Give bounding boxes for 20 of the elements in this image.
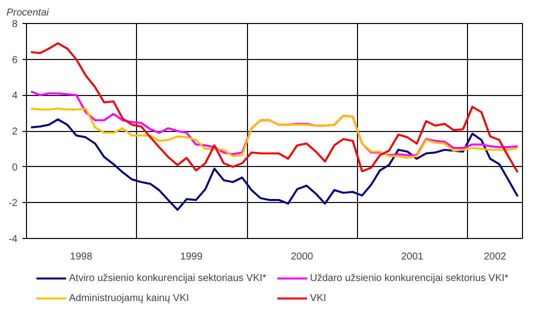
x-tick-label: 2001 — [401, 252, 424, 262]
y-tick-label: 4 — [12, 90, 18, 102]
y-tick-label: 6 — [12, 54, 18, 66]
y-tick-label: 8 — [12, 19, 18, 30]
y-tick-label: 0 — [12, 162, 18, 174]
line-series — [30, 108, 519, 159]
y-tick-label: 2 — [12, 126, 18, 138]
x-tick-label: 2002 — [484, 252, 507, 262]
x-tick-label: 2000 — [290, 252, 314, 262]
x-tick-label: 1998 — [70, 252, 93, 262]
y-axis-title: Procentai — [6, 8, 50, 18]
line-series — [30, 118, 519, 211]
legend-label: VKI — [310, 292, 328, 304]
legend-label: Administruojamų kainų VKI — [69, 292, 190, 304]
legend-label: Uždaro užsienio konkurencijai sektorius VKI* — [310, 272, 510, 284]
x-tick-label: 1999 — [180, 252, 203, 262]
line-series — [30, 42, 519, 174]
y-tick-label: -2 — [8, 198, 18, 210]
legend-label: Atviro užsienio konkurencijai sektoriaus VKI* — [69, 272, 268, 284]
y-tick-label: -4 — [8, 234, 18, 245]
